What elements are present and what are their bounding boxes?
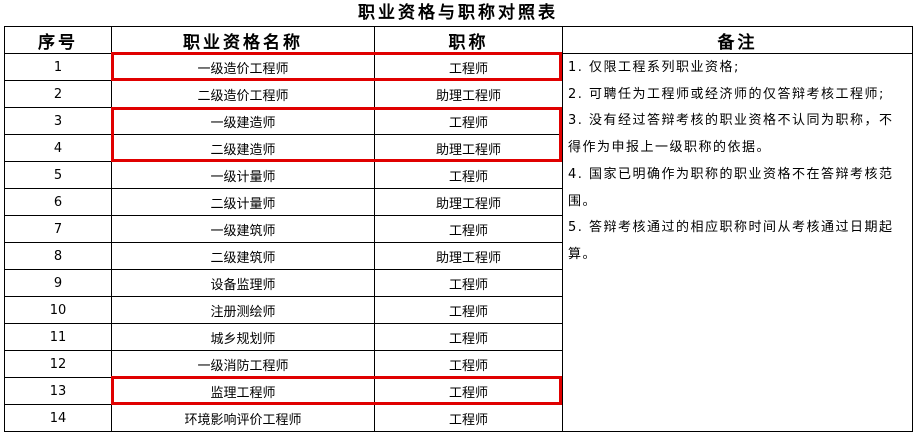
qualification-name: 监理工程师: [111, 377, 375, 405]
row-number: 4: [4, 134, 112, 162]
table-row: 10 注册测绘师 工程师: [4, 296, 913, 324]
qualification-name: 一级建筑师: [111, 215, 375, 243]
qualification-name: 一级建造师: [111, 107, 375, 135]
professional-title: 助理工程师: [374, 134, 563, 162]
header-no: 序号: [4, 26, 112, 54]
qualification-name: 环境影响评价工程师: [111, 404, 375, 432]
table-row: 6 二级计量师 助理工程师: [4, 188, 913, 216]
row-number: 6: [4, 188, 112, 216]
professional-title: 工程师: [374, 269, 563, 297]
header-title: 职称: [374, 26, 563, 54]
qualification-name: 一级造价工程师: [111, 53, 375, 81]
qualification-name: 二级造价工程师: [111, 80, 375, 108]
row-number: 7: [4, 215, 112, 243]
row-number: 1: [4, 53, 112, 81]
table-title: 职业资格与职称对照表: [358, 3, 558, 23]
table-row: 14 环境影响评价工程师 工程师: [4, 404, 913, 432]
table-row: 13 监理工程师 工程师: [4, 377, 913, 405]
table-row: 9 设备监理师 工程师: [4, 269, 913, 297]
remark-item: 4. 国家已明确作为职称的职业资格不在答辩考核范围。: [568, 166, 894, 209]
qualification-name: 一级计量师: [111, 161, 375, 189]
header-qualification: 职业资格名称: [111, 26, 375, 54]
qualification-name: 二级建造师: [111, 134, 375, 162]
table-row: 5 一级计量师 工程师: [4, 161, 913, 189]
qualification-name: 注册测绘师: [111, 296, 375, 324]
table-row: 11 城乡规划师 工程师: [4, 323, 913, 351]
row-number: 14: [4, 404, 112, 432]
professional-title: 工程师: [374, 350, 563, 378]
row-number: 5: [4, 161, 112, 189]
table-row: 8 二级建筑师 助理工程师: [4, 242, 913, 270]
professional-title: 工程师: [374, 215, 563, 243]
remark-item: 5. 答辩考核通过的相应职称时间从考核通过日期起算。: [568, 220, 894, 262]
row-number: 2: [4, 80, 112, 108]
remark-item: 2. 可聘任为工程师或经济师的仅答辩考核工程师;: [568, 86, 885, 102]
remarks-cell: 1. 仅限工程系列职业资格; 2. 可聘任为工程师或经济师的仅答辩考核工程师; 3.…: [562, 53, 913, 432]
professional-title: 工程师: [374, 404, 563, 432]
remark-item: 3. 没有经过答辩考核的职业资格不认同为职称，不得作为申报上一级职称的依据。: [568, 113, 894, 156]
header-row: 序号 职业资格名称 职称 备注: [4, 26, 913, 54]
professional-title: 工程师: [374, 377, 563, 405]
row-number: 8: [4, 242, 112, 270]
professional-title: 助理工程师: [374, 188, 563, 216]
qualification-name: 城乡规划师: [111, 323, 375, 351]
qualification-name: 设备监理师: [111, 269, 375, 297]
professional-title: 工程师: [374, 323, 563, 351]
qualification-name: 二级计量师: [111, 188, 375, 216]
row-number: 11: [4, 323, 112, 351]
qualification-name: 一级消防工程师: [111, 350, 375, 378]
professional-title: 助理工程师: [374, 80, 563, 108]
header-remarks: 备注: [562, 26, 913, 54]
row-number: 12: [4, 350, 112, 378]
row-number: 10: [4, 296, 112, 324]
row-number: 13: [4, 377, 112, 405]
professional-title: 工程师: [374, 296, 563, 324]
qualification-table: 序号 职业资格名称 职称 备注 1 一级造价工程师 工程师 1. 仅限工程系列职业资格…: [4, 26, 913, 432]
professional-title: 助理工程师: [374, 242, 563, 270]
professional-title: 工程师: [374, 161, 563, 189]
remark-item: 1. 仅限工程系列职业资格;: [568, 60, 740, 75]
professional-title: 工程师: [374, 107, 563, 135]
professional-title: 工程师: [374, 53, 563, 81]
table-row: 1 一级造价工程师 工程师 1. 仅限工程系列职业资格; 2. 可聘任为工程师或经济师的…: [4, 53, 913, 432]
row-number: 9: [4, 269, 112, 297]
qualification-name: 二级建筑师: [111, 242, 375, 270]
row-number: 3: [4, 107, 112, 135]
